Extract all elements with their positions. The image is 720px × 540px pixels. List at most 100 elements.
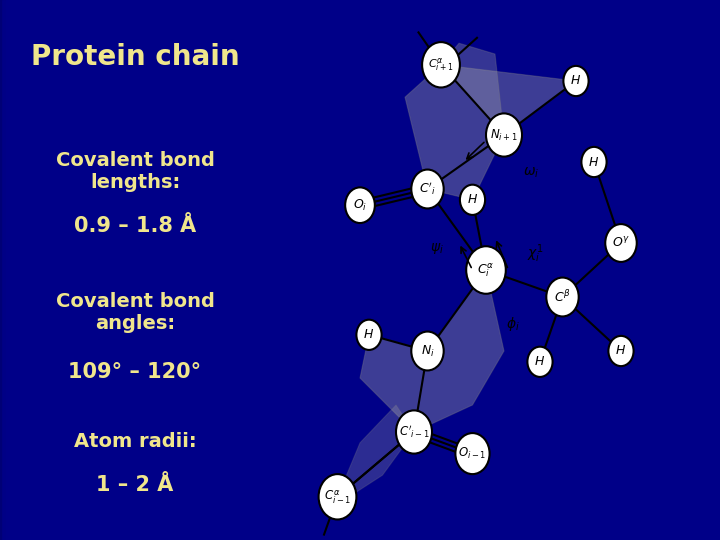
Bar bbox=[1, 0, 4, 540]
Circle shape bbox=[460, 185, 485, 215]
Bar bbox=[1, 0, 4, 540]
Bar bbox=[1, 0, 4, 540]
Bar bbox=[1, 0, 4, 540]
Bar bbox=[0, 0, 3, 540]
Bar bbox=[1, 0, 4, 540]
Text: $H$: $H$ bbox=[616, 345, 626, 357]
Bar bbox=[1, 0, 4, 540]
Bar bbox=[1, 0, 4, 540]
Bar bbox=[1, 0, 4, 540]
Text: 1 – 2 Å: 1 – 2 Å bbox=[96, 475, 174, 495]
Bar bbox=[1, 0, 4, 540]
Bar bbox=[1, 0, 3, 540]
Circle shape bbox=[563, 66, 589, 96]
Bar bbox=[2, 0, 5, 540]
Bar bbox=[1, 0, 4, 540]
Circle shape bbox=[422, 42, 460, 87]
Bar bbox=[0, 0, 3, 540]
Bar bbox=[0, 0, 3, 540]
Bar bbox=[1, 0, 4, 540]
Bar bbox=[3, 0, 5, 540]
Bar bbox=[1, 0, 4, 540]
Bar bbox=[1, 0, 4, 540]
Bar bbox=[1, 0, 4, 540]
Bar bbox=[1, 0, 4, 540]
Circle shape bbox=[396, 410, 432, 454]
Text: $O^{\gamma}$: $O^{\gamma}$ bbox=[612, 236, 630, 250]
Bar bbox=[1, 0, 3, 540]
Bar bbox=[1, 0, 3, 540]
Bar bbox=[1, 0, 4, 540]
Bar bbox=[0, 0, 3, 540]
Text: Covalent bond
lengths:: Covalent bond lengths: bbox=[55, 151, 215, 192]
Circle shape bbox=[608, 336, 634, 366]
Bar bbox=[2, 0, 4, 540]
Text: $H$: $H$ bbox=[570, 75, 582, 87]
Bar bbox=[2, 0, 5, 540]
Bar bbox=[0, 0, 3, 540]
Bar bbox=[1, 0, 4, 540]
Bar bbox=[1, 0, 4, 540]
Bar bbox=[1, 0, 4, 540]
Text: $\chi_i^1$: $\chi_i^1$ bbox=[527, 242, 544, 265]
Bar bbox=[2, 0, 4, 540]
Text: Covalent bond
angles:: Covalent bond angles: bbox=[55, 292, 215, 333]
Bar bbox=[1, 0, 4, 540]
Bar bbox=[2, 0, 5, 540]
Text: $N_{i+1}$: $N_{i+1}$ bbox=[490, 127, 518, 143]
Bar bbox=[3, 0, 5, 540]
Bar bbox=[1, 0, 4, 540]
Bar bbox=[1, 0, 4, 540]
Bar bbox=[1, 0, 4, 540]
Bar bbox=[0, 0, 3, 540]
Text: $\omega_i$: $\omega_i$ bbox=[523, 166, 539, 180]
Bar bbox=[0, 0, 3, 540]
Bar bbox=[2, 0, 5, 540]
Circle shape bbox=[411, 170, 444, 208]
Bar bbox=[2, 0, 5, 540]
Polygon shape bbox=[441, 43, 504, 135]
Bar bbox=[1, 0, 4, 540]
Text: $C'_{i-1}$: $C'_{i-1}$ bbox=[399, 424, 429, 440]
Bar bbox=[2, 0, 5, 540]
Bar bbox=[1, 0, 4, 540]
Bar bbox=[1, 0, 4, 540]
Bar bbox=[1, 0, 4, 540]
Bar bbox=[2, 0, 5, 540]
Bar bbox=[1, 0, 4, 540]
Bar bbox=[2, 0, 5, 540]
Bar bbox=[1, 0, 4, 540]
Bar bbox=[1, 0, 4, 540]
Bar bbox=[2, 0, 4, 540]
Bar bbox=[1, 0, 4, 540]
Bar bbox=[2, 0, 5, 540]
Text: $H$: $H$ bbox=[534, 355, 546, 368]
Text: $H$: $H$ bbox=[588, 156, 600, 168]
Text: $C_{i+1}^{\alpha}$: $C_{i+1}^{\alpha}$ bbox=[428, 56, 454, 73]
Bar bbox=[2, 0, 5, 540]
Circle shape bbox=[356, 320, 382, 350]
Bar bbox=[1, 0, 4, 540]
Bar bbox=[2, 0, 4, 540]
Bar bbox=[2, 0, 5, 540]
Bar bbox=[3, 0, 5, 540]
Bar bbox=[3, 0, 5, 540]
Circle shape bbox=[546, 278, 579, 316]
Bar bbox=[0, 0, 3, 540]
Bar bbox=[1, 0, 4, 540]
Bar bbox=[2, 0, 5, 540]
Bar bbox=[1, 0, 3, 540]
Polygon shape bbox=[405, 65, 576, 200]
Bar bbox=[0, 0, 3, 540]
Bar bbox=[0, 0, 3, 540]
Bar bbox=[1, 0, 4, 540]
Bar bbox=[2, 0, 5, 540]
Bar bbox=[1, 0, 4, 540]
Bar bbox=[2, 0, 5, 540]
Polygon shape bbox=[324, 405, 414, 513]
Bar bbox=[3, 0, 5, 540]
Bar bbox=[1, 0, 4, 540]
Circle shape bbox=[467, 246, 505, 294]
Bar bbox=[1, 0, 3, 540]
Bar bbox=[1, 0, 3, 540]
